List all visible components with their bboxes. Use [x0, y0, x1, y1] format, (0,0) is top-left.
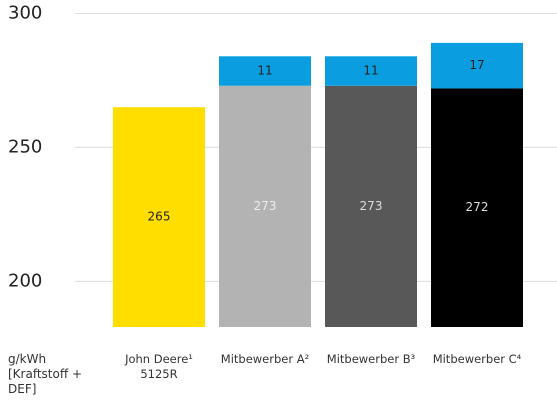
bar-segment: [431, 42, 523, 89]
bar-segment: [219, 56, 311, 86]
value-label: 11: [257, 64, 272, 78]
x-tick-label: Mitbewerber B³: [326, 352, 416, 366]
bar-segment: [325, 56, 417, 86]
bar-segment: [219, 85, 311, 327]
y-tick-label: 300: [8, 2, 42, 23]
x-tick-label: John Deere¹ 5125R: [125, 352, 193, 381]
y-tick-label: 200: [8, 270, 42, 291]
x-tick-label: Mitbewerber C⁴: [432, 352, 522, 366]
bar-segment: [113, 107, 205, 328]
value-label: 273: [360, 199, 383, 213]
y-axis-label: g/kWh [Kraftstoff + DEF]: [8, 352, 82, 396]
bar-segment: [431, 88, 523, 327]
value-label: 265: [148, 210, 171, 224]
y-tick-label: 250: [8, 136, 42, 157]
value-label: 11: [363, 64, 378, 78]
value-label: 272: [466, 200, 489, 214]
value-label: 273: [254, 199, 277, 213]
x-tick-label: Mitbewerber A²: [220, 352, 310, 366]
value-label: 17: [469, 58, 484, 72]
bar-segment: [325, 85, 417, 327]
